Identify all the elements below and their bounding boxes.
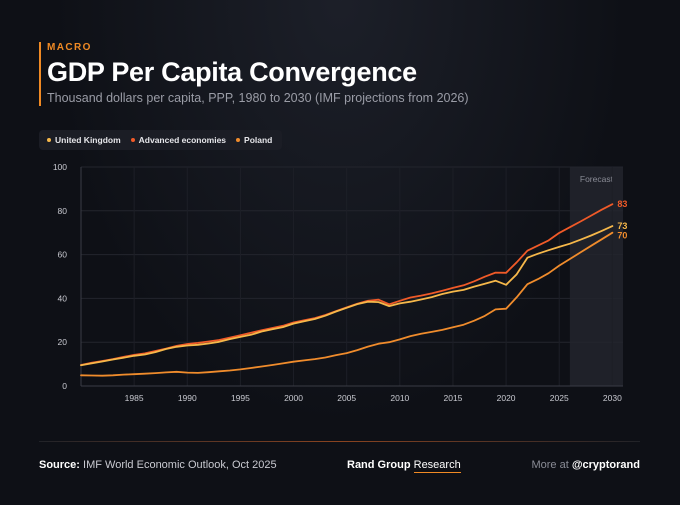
x-tick-label: 1995 [231,393,250,403]
brand-name: Rand Group Research [347,458,461,473]
more-at: More at @cryptorand [531,458,640,472]
end-label-poland: 70 [617,231,627,241]
chart-subtitle: Thousand dollars per capita, PPP, 1980 t… [47,91,469,105]
more-label: More at [531,459,569,471]
x-tick-label: 2015 [443,393,462,403]
series-line-poland [80,231,614,377]
footer-divider [39,441,640,442]
legend-item-advanced-economies: Advanced economies [130,135,227,145]
legend-label-poland: Poland [244,135,273,145]
x-tick-label: 2000 [284,393,303,403]
chart-title: GDP Per Capita Convergence [47,57,417,87]
y-tick-label: 100 [53,162,67,172]
series-line-uk [80,225,614,367]
x-tick-label: 2025 [550,393,569,403]
legend-label-advanced-economies: Advanced economies [138,135,227,145]
y-tick-label: 20 [58,337,68,347]
legend-dot-poland [236,138,241,142]
chart-header: MACRO GDP Per Capita Convergence Thousan… [39,42,469,106]
kicker-label: MACRO [47,42,92,53]
x-tick-label: 2020 [497,393,516,403]
x-tick-label: 2010 [390,393,409,403]
legend-dot-advanced-economies [130,138,135,142]
end-label-advanced: 83 [617,199,627,209]
y-tick-label: 40 [58,293,68,303]
chart-legend: United Kingdom Advanced economies Poland [39,130,283,150]
x-tick-label: 1985 [125,393,144,403]
legend-item-united-kingdom: United Kingdom [47,135,121,145]
x-tick-label: 2005 [337,393,356,403]
source-text: IMF World Economic Outlook, Oct 2025 [83,459,277,471]
brand-sub: Research [413,459,461,473]
x-tick-label: 1990 [178,393,197,403]
legend-label-united-kingdom: United Kingdom [55,135,121,145]
end-label-uk: 73 [617,221,627,231]
x-tick-label: 2030 [603,393,622,403]
y-tick-label: 60 [58,250,68,260]
y-tick-label: 0 [62,381,67,391]
legend-item-poland: Poland [236,135,272,145]
forecast-label: Forecast [580,174,614,184]
brand-main: Rand Group [347,459,411,471]
y-tick-label: 80 [58,206,68,216]
source-label: Source: [39,459,80,471]
social-handle-link[interactable]: @cryptorand [571,459,640,471]
forecast-band [569,167,623,386]
source-note: Source: IMF World Economic Outlook, Oct … [39,458,277,472]
legend-dot-united-kingdom [47,138,51,142]
